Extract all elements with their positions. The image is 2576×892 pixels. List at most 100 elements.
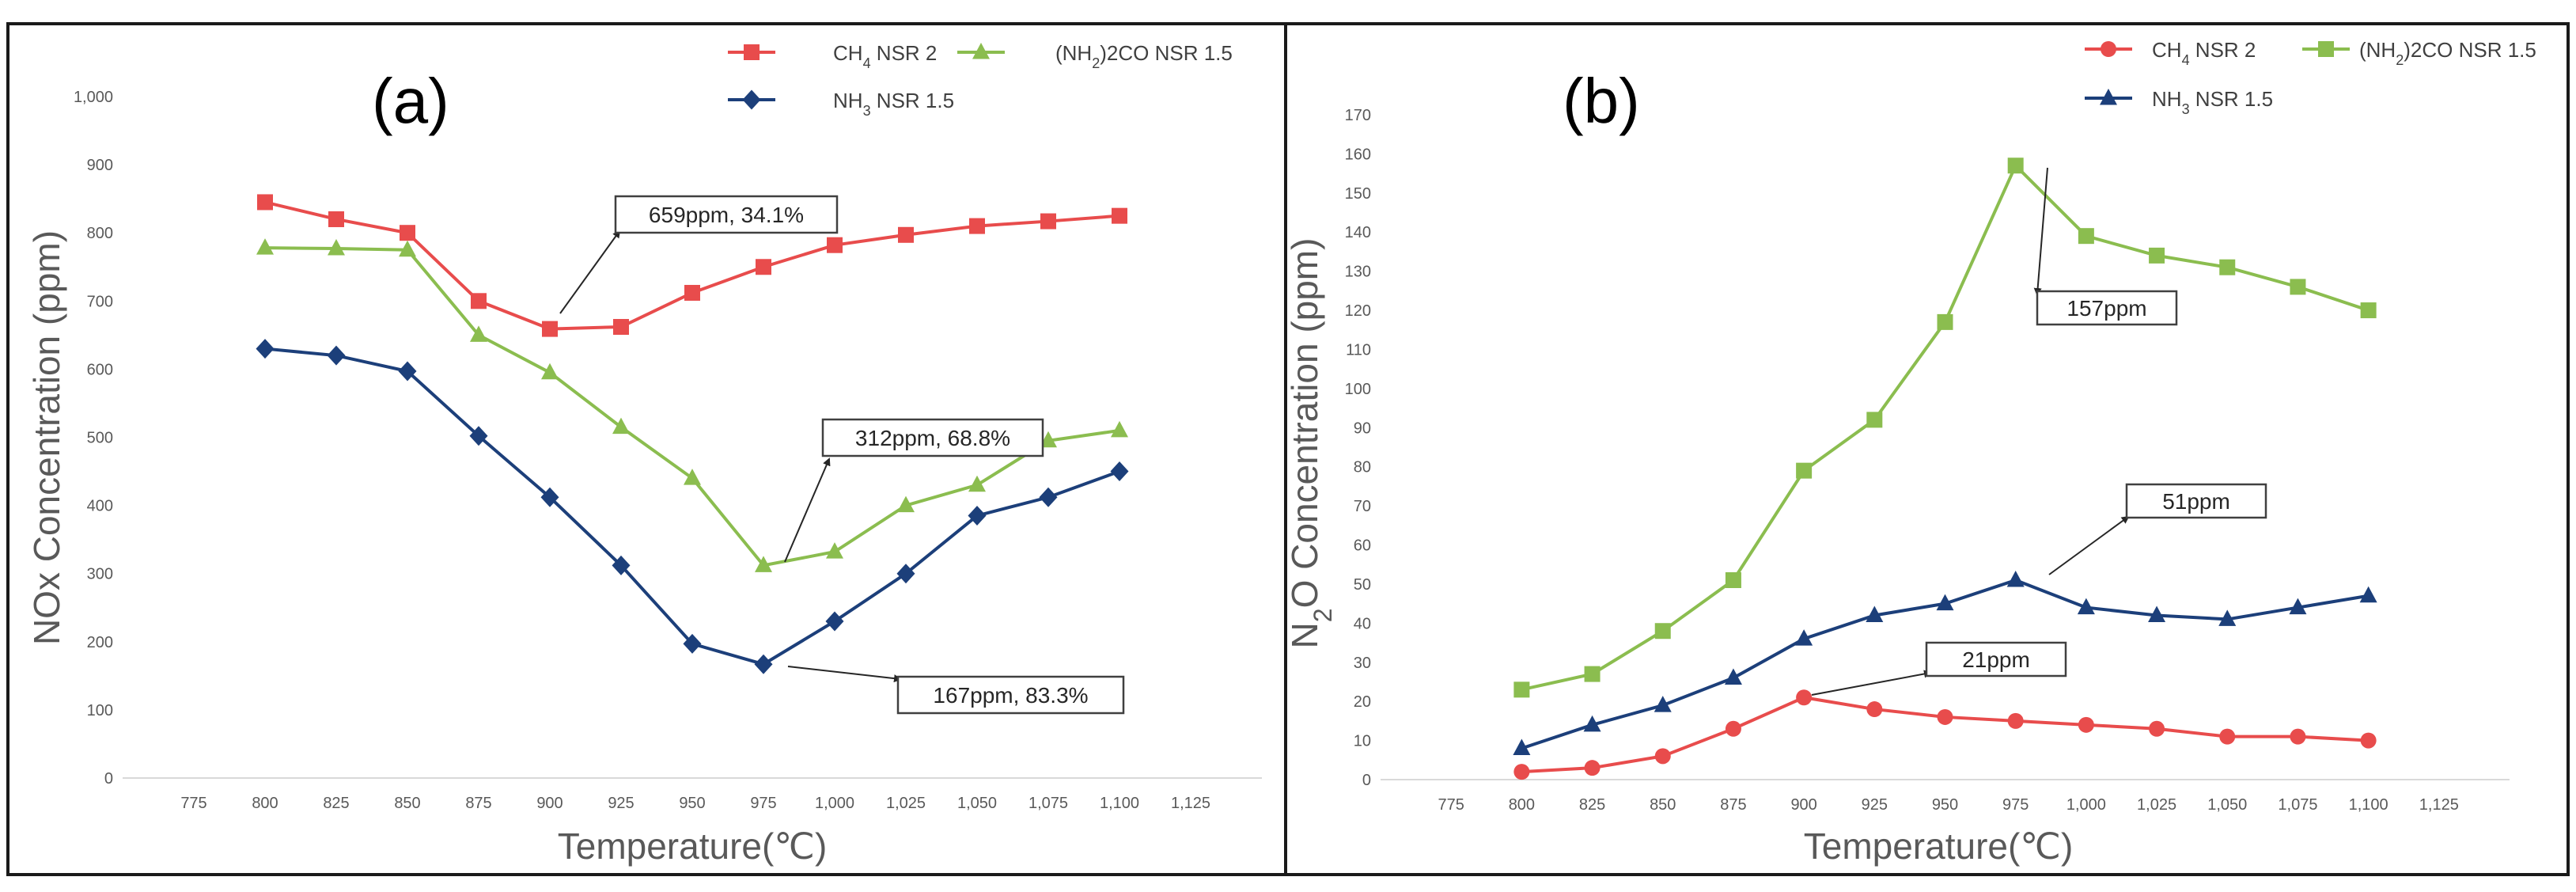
data-point (1654, 748, 1671, 765)
data-point (2219, 259, 2236, 275)
y-tick-label: 900 (87, 157, 113, 174)
x-tick-label: 1,100 (2349, 796, 2388, 814)
data-point (1795, 629, 1813, 646)
data-point (756, 259, 771, 275)
data-point (1866, 412, 1883, 428)
data-point (540, 487, 559, 507)
data-point (2290, 279, 2306, 295)
data-point (1654, 623, 1671, 640)
annotation-arrow (784, 457, 831, 563)
data-point (542, 321, 558, 337)
legend-marker (2101, 41, 2116, 57)
x-tick-label: 775 (1438, 796, 1464, 814)
data-point (257, 194, 273, 211)
data-point (328, 211, 344, 227)
data-point (2077, 598, 2095, 615)
text-main: NH (833, 89, 863, 112)
x-tick-label: 1,000 (2066, 796, 2106, 814)
y-tick-label: 130 (1345, 264, 1371, 281)
data-point (754, 654, 773, 674)
data-point (968, 506, 987, 526)
x-tick-label: 1,050 (2207, 796, 2247, 814)
y-tick-label: 150 (1345, 185, 1371, 203)
data-point (1796, 462, 1813, 479)
y-tick-label: 1,000 (74, 89, 113, 106)
annotation-box (1925, 641, 2067, 678)
x-tick-label: 1,100 (1100, 795, 1139, 812)
data-point (1937, 708, 1953, 725)
annotation-callout: 51ppm (2048, 483, 2267, 575)
legend-item: NH3 NSR 1.5 (728, 89, 954, 119)
data-point (470, 325, 487, 342)
x-tick-label: 875 (1720, 796, 1746, 814)
data-point (1513, 738, 1531, 755)
data-point (2078, 716, 2094, 733)
x-tick-label: 850 (394, 795, 420, 812)
data-point (1654, 696, 1672, 712)
data-point (1040, 431, 1057, 448)
data-point (2149, 247, 2165, 264)
data-point (1040, 213, 1056, 230)
y-tick-label: 500 (87, 430, 113, 447)
y-axis-title: NOx Concentration (ppm) (26, 230, 67, 645)
annotation-callout: 21ppm (1811, 641, 2067, 696)
data-point (1583, 715, 1601, 732)
legend-item: (NH2)2CO NSR 1.5 (2302, 38, 2536, 68)
legend-label: NH3 NSR 1.5 (833, 89, 954, 119)
annotation-label: 157ppm (2066, 296, 2146, 321)
series-line (1521, 162, 2370, 692)
x-tick-label: 850 (1650, 796, 1676, 814)
data-point (2359, 586, 2377, 603)
data-point (1111, 420, 1128, 438)
x-tick-label: 900 (1790, 796, 1816, 814)
series-2-group (256, 238, 1128, 572)
data-point (1513, 764, 1530, 780)
text-main: (NH (2359, 38, 2396, 62)
y-tick-label: 600 (87, 361, 113, 378)
annotation-label: 21ppm (1962, 647, 2030, 672)
x-tick-label: 1,125 (2419, 796, 2459, 814)
panel-label: (b) (1563, 66, 1640, 136)
data-point (896, 564, 915, 584)
data-point (1724, 668, 1742, 685)
annotation-box (896, 675, 1125, 715)
legend-label: CH4 NSR 2 (833, 41, 937, 71)
y-tick-label: 60 (1354, 537, 1371, 555)
x-tick-label: 800 (1509, 796, 1535, 814)
data-point (1513, 681, 1530, 698)
data-point (1796, 689, 1813, 706)
y-tick-label: 70 (1354, 498, 1371, 515)
x-tick-label: 1,050 (957, 795, 997, 812)
annotation-label: 312ppm, 68.8% (855, 426, 1010, 450)
data-point (1584, 760, 1601, 776)
data-point (1110, 461, 1129, 482)
y-tick-label: 400 (87, 498, 113, 515)
data-point (2360, 732, 2377, 749)
text-rest: NSR 2 (2190, 38, 2256, 62)
data-point (898, 226, 914, 243)
text-subscript: 3 (863, 103, 871, 119)
data-point (684, 469, 701, 485)
data-point (2289, 598, 2307, 615)
panel-a-frame (6, 22, 1287, 876)
x-tick-label: 1,025 (886, 795, 926, 812)
x-tick-label: 925 (1862, 796, 1888, 814)
legend-marker (2318, 41, 2334, 57)
data-point (328, 239, 345, 256)
x-tick-label: 950 (679, 795, 705, 812)
x-tick-label: 875 (465, 795, 491, 812)
x-tick-label: 1,075 (2278, 796, 2317, 814)
data-point (968, 475, 986, 492)
y-tick-label: 800 (87, 225, 113, 242)
annotation-callout: 312ppm, 68.8% (784, 418, 1044, 563)
text-subscript: 4 (2182, 52, 2190, 68)
text-rest: NSR 2 (871, 41, 938, 65)
data-point (827, 237, 843, 253)
data-point (826, 542, 843, 559)
y-tick-label: 300 (87, 566, 113, 583)
data-point (612, 417, 630, 435)
y-tick-label: 0 (104, 770, 113, 788)
x-tick-label: 925 (608, 795, 634, 812)
annotation-box (2036, 290, 2178, 326)
x-tick-label: 975 (2002, 796, 2029, 814)
